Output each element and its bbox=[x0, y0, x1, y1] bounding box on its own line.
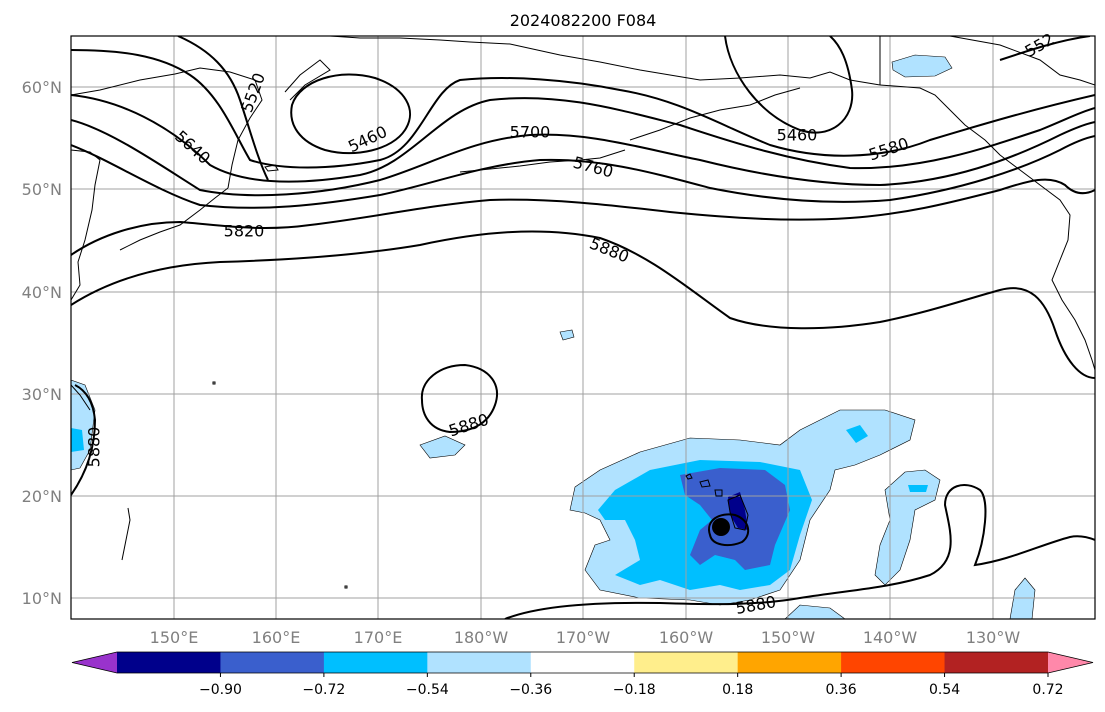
contour-5580 bbox=[71, 49, 1095, 169]
colorbar-tick-label: 0.36 bbox=[826, 682, 857, 698]
lat-label: 40°N bbox=[22, 283, 62, 302]
map-title: 2024082200 F084 bbox=[510, 11, 657, 30]
shaded-region-light bbox=[419, 435, 466, 459]
coastlines bbox=[71, 36, 1095, 589]
colorbar-tick-label: −0.36 bbox=[509, 682, 552, 698]
contour-5820 bbox=[71, 178, 1095, 256]
contour-label: 5820 bbox=[224, 222, 265, 241]
colorbar-tick-label: −0.54 bbox=[406, 682, 449, 698]
lon-label: 150°E bbox=[150, 628, 199, 647]
shaded-region-light bbox=[784, 604, 846, 619]
contour-5460-west bbox=[290, 73, 411, 154]
map-area bbox=[71, 36, 1095, 619]
lon-label: 130°W bbox=[966, 628, 1021, 647]
map-frame bbox=[70, 35, 1096, 620]
lon-label: 160°E bbox=[252, 628, 301, 647]
colorbar-swatch bbox=[427, 652, 532, 673]
lon-label: 150°W bbox=[761, 628, 816, 647]
contour-5520 bbox=[177, 36, 269, 181]
colorbar-tick-label: −0.90 bbox=[199, 682, 242, 698]
lon-label: 160°W bbox=[659, 628, 714, 647]
contour-5640 bbox=[71, 94, 1095, 183]
lat-label: 20°N bbox=[22, 487, 62, 506]
contour-hurricane-outer bbox=[708, 513, 750, 547]
shaded-region-light bbox=[559, 329, 575, 341]
contour-5880-west bbox=[71, 384, 97, 496]
lat-label: 10°N bbox=[22, 589, 62, 608]
colorbar-outline bbox=[71, 651, 1094, 674]
contour-5700 bbox=[71, 119, 1095, 197]
shaded-region-medium bbox=[846, 425, 868, 443]
contour-5880-north bbox=[71, 230, 1095, 379]
lon-label: 170°W bbox=[556, 628, 611, 647]
colorbar-tick-label: 0.18 bbox=[722, 682, 753, 698]
shaded-field bbox=[71, 54, 1036, 619]
colorbar-swatch bbox=[737, 652, 842, 673]
shaded-region-medium bbox=[71, 428, 84, 452]
colorbar-extend-low bbox=[72, 652, 117, 673]
colorbar-tick-label: 0.72 bbox=[1032, 682, 1063, 698]
lon-labels: 150°E 160°E 170°E 180°W 170°W 160°W 150°… bbox=[150, 628, 1021, 647]
colorbar-swatch bbox=[841, 652, 946, 673]
colorbar-swatch bbox=[634, 652, 739, 673]
contour-552-ne bbox=[999, 36, 1091, 61]
colorbar-swatch bbox=[117, 652, 221, 673]
storm-center-marker bbox=[712, 518, 730, 536]
colorbar-tick-label: −0.18 bbox=[613, 682, 656, 698]
lat-label: 30°N bbox=[22, 385, 62, 404]
colorbar-swatch bbox=[220, 652, 325, 673]
contour-5460-east bbox=[724, 36, 854, 134]
shaded-region-light bbox=[891, 54, 953, 78]
colorbar-swatch bbox=[530, 652, 635, 673]
shaded-region-medium bbox=[908, 485, 928, 492]
graticule bbox=[71, 36, 1095, 619]
lat-label: 60°N bbox=[22, 78, 62, 97]
height-contours bbox=[71, 36, 1095, 619]
contour-5880-south bbox=[504, 484, 1095, 619]
colorbar-tick-label: −0.72 bbox=[302, 682, 345, 698]
lon-label: 170°E bbox=[354, 628, 403, 647]
colorbar-swatch bbox=[323, 652, 428, 673]
contour-label: 5700 bbox=[510, 123, 551, 142]
lat-label: 50°N bbox=[22, 180, 62, 199]
lon-label: 180°W bbox=[454, 628, 509, 647]
contour-5760 bbox=[71, 135, 1095, 209]
contour-5880-closed bbox=[420, 363, 498, 434]
lat-labels: 60°N 50°N 40°N 30°N 20°N 10°N bbox=[22, 78, 62, 608]
lon-label: 140°W bbox=[863, 628, 918, 647]
contour-label: 5460 bbox=[777, 126, 818, 145]
colorbar: −0.90 −0.72 −0.54 −0.36 −0.18 0.18 0.36 0.54 0.7… bbox=[71, 651, 1094, 698]
colorbar-extend-high bbox=[1048, 652, 1093, 673]
colorbar-tick-label: 0.54 bbox=[929, 682, 960, 698]
colorbar-swatch bbox=[944, 652, 1049, 673]
contour-label: 5880 bbox=[85, 427, 104, 468]
shaded-region-light bbox=[874, 469, 941, 586]
